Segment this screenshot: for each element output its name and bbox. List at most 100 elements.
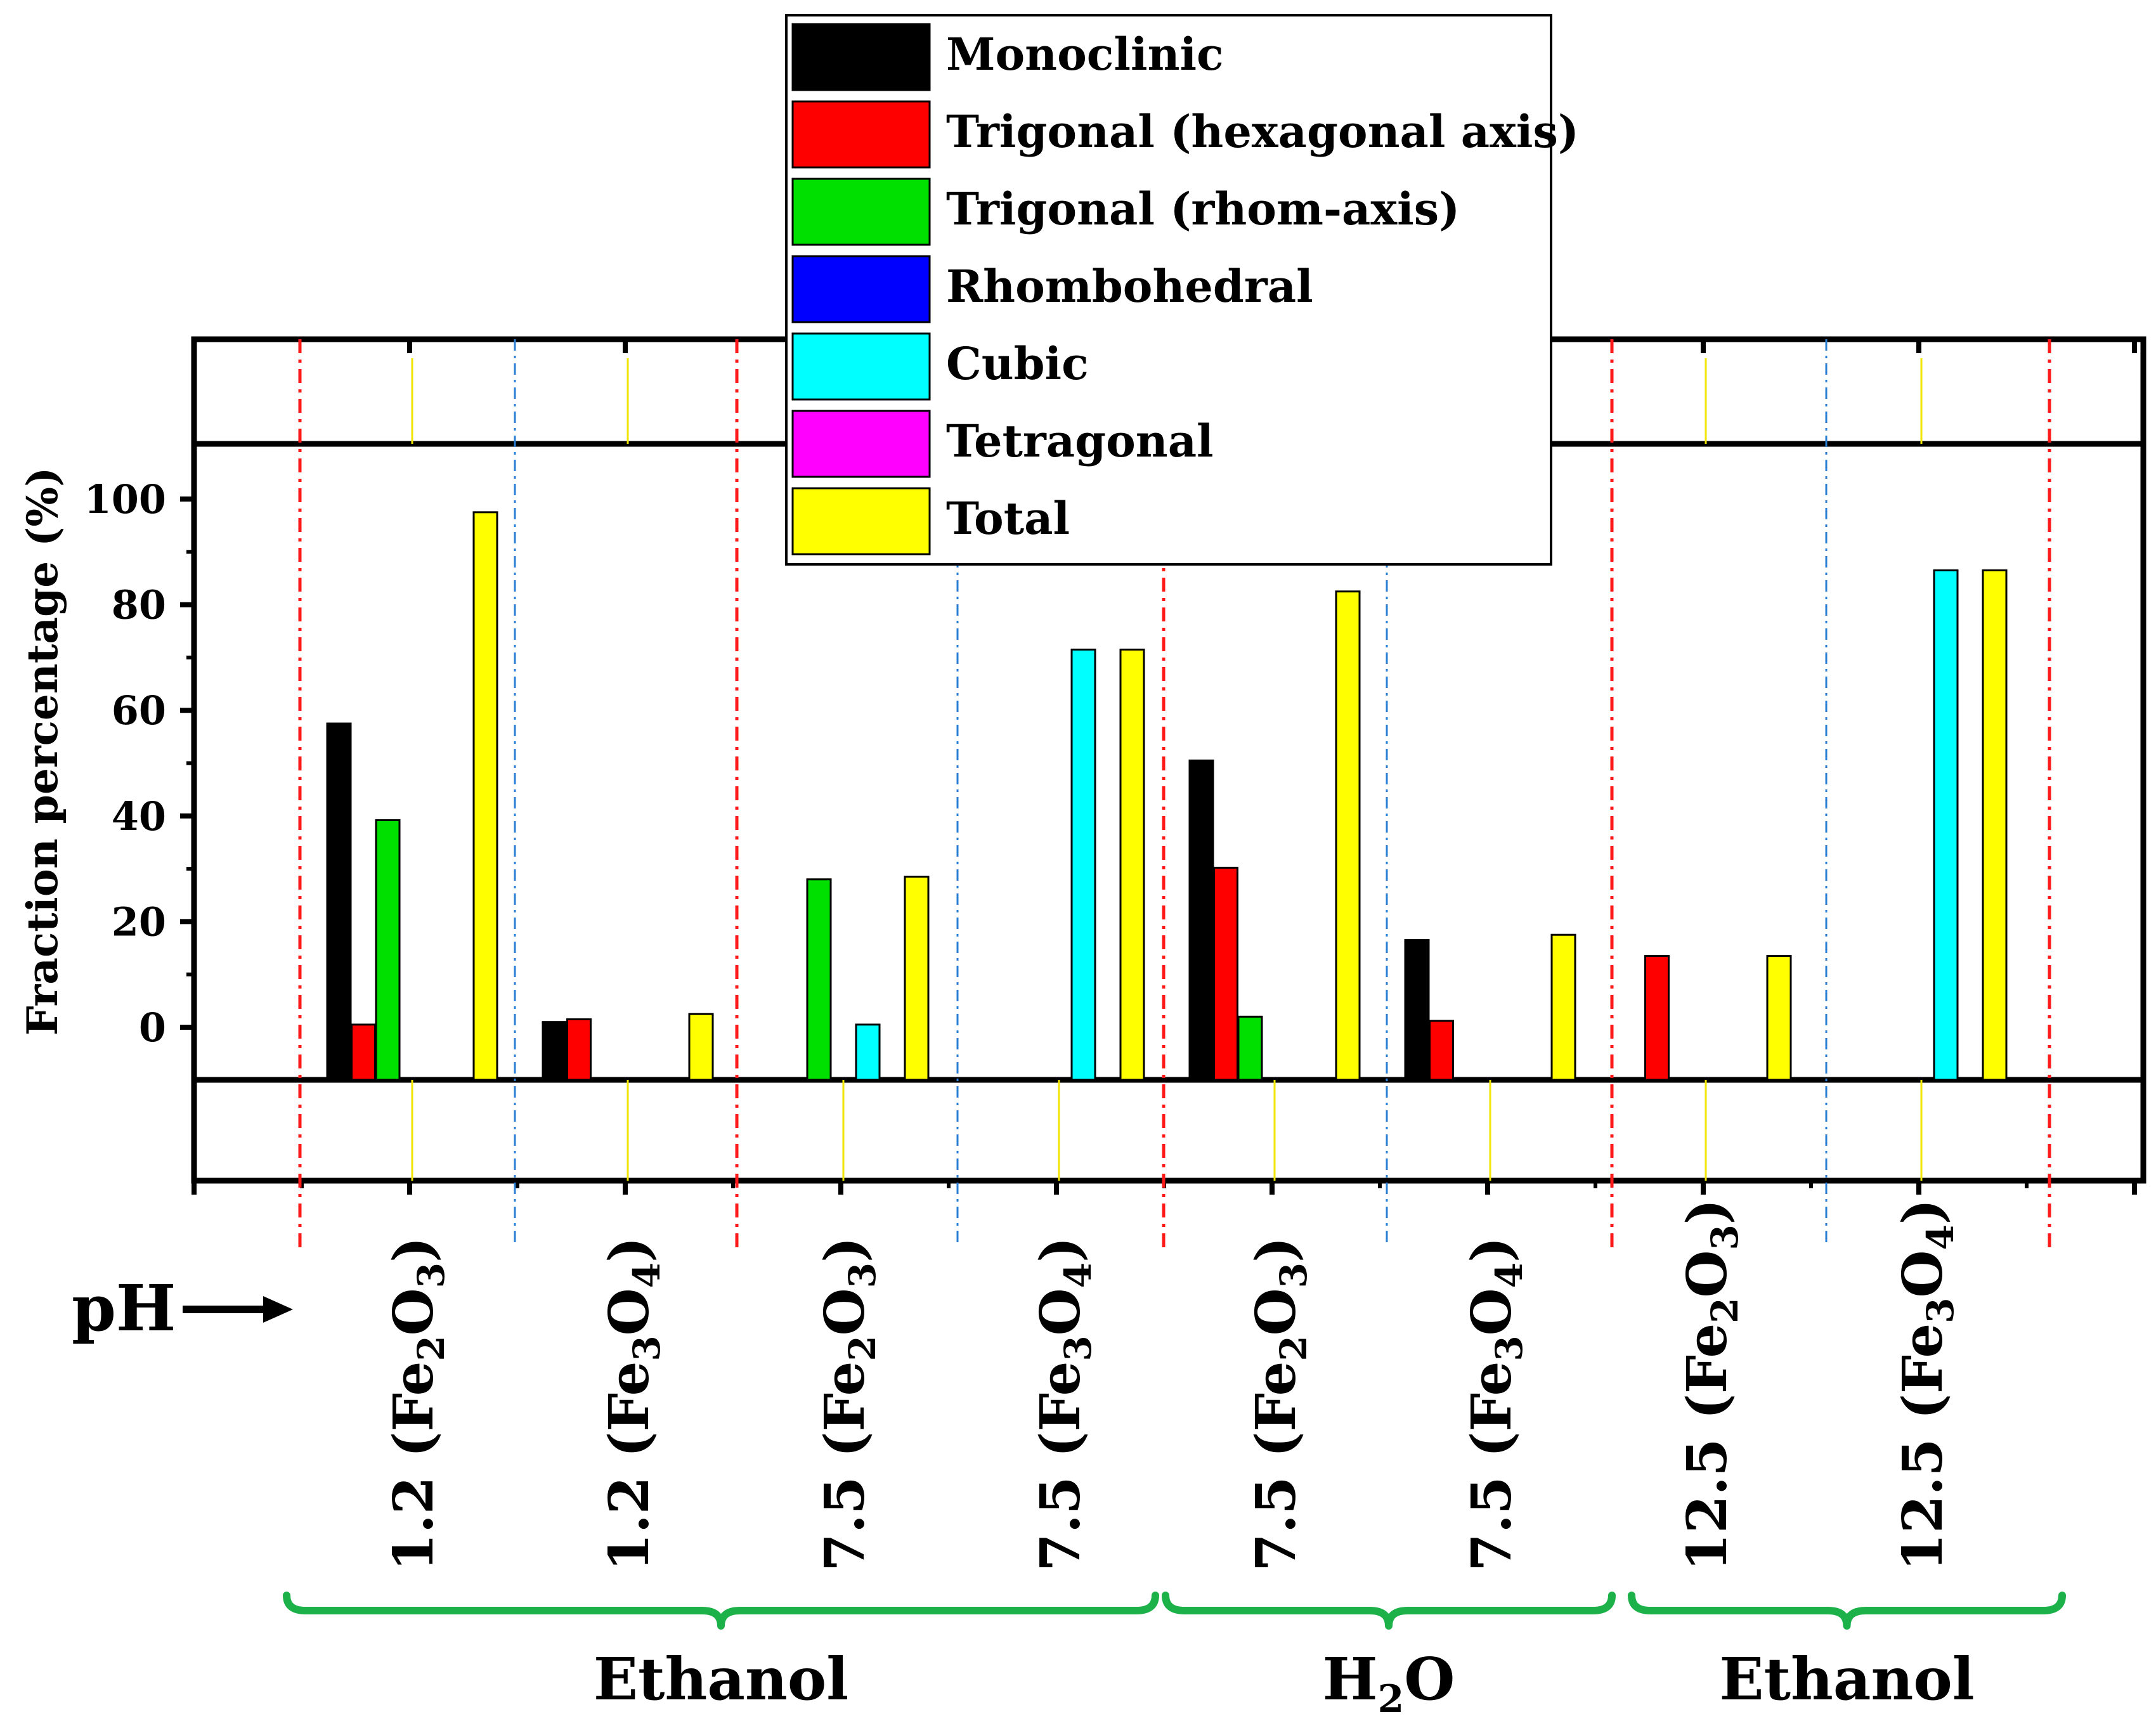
x-label-formula: Fe [1675, 1323, 1739, 1394]
x-label-formula: O [597, 1288, 661, 1335]
x-label-ph: 1.2 ( [597, 1432, 661, 1571]
x-label-subscript: 3 [1703, 1224, 1746, 1250]
x-label-subscript: 3 [841, 1262, 884, 1288]
x-label-formula: Fe [1460, 1361, 1524, 1432]
group-brace [1628, 1592, 2066, 1630]
y-tick-label: 60 [112, 687, 166, 734]
x-label-ph: 12.5 ( [1891, 1394, 1955, 1571]
bar-total-6 [1766, 955, 1792, 1081]
x-label-close: ) [1675, 1198, 1739, 1224]
group-label-subscript: 2 [1378, 1677, 1405, 1722]
legend-swatch [791, 332, 931, 401]
y-tick-label: 20 [112, 899, 166, 945]
y-axis: 0 20 40 60 80 100 Fraction percentage (%) [18, 467, 194, 1051]
bar-trigonal-hexagonal-axis--4 [1213, 866, 1238, 1081]
group-braces: Ethanol H2O Ethanol [283, 1592, 2066, 1722]
bar-total-7 [1982, 569, 2008, 1081]
x-label-formula: O [382, 1288, 446, 1335]
bar-trigonal-hexagonal-axis--0 [351, 1023, 376, 1081]
bar-trigonal-rhom-axis--2 [806, 878, 832, 1081]
bar-trigonal-hexagonal-axis--6 [1644, 955, 1670, 1081]
x-label-close: ) [1891, 1198, 1955, 1224]
legend-label: Rhombohedral [946, 260, 1313, 313]
legend-swatch [791, 23, 931, 91]
group-label-text: O [1404, 1645, 1455, 1713]
bar-monoclinic-1 [542, 1021, 568, 1081]
x-tick-label: 1.2 (Fe2O3) [382, 1236, 453, 1571]
legend-label: Monoclinic [946, 28, 1224, 81]
x-label-subscript: 4 [1056, 1262, 1100, 1288]
bar-total-4 [1335, 590, 1361, 1081]
x-label-ph: 12.5 ( [1675, 1394, 1739, 1571]
bar-trigonal-rhom-axis--0 [375, 819, 401, 1081]
x-label-close: ) [1244, 1236, 1308, 1262]
legend-label: Trigonal (rhom-axis) [946, 183, 1460, 235]
legend-label: Tetragonal [946, 415, 1214, 467]
group-brace [283, 1592, 1159, 1630]
bar-cubic-2 [855, 1023, 881, 1081]
x-label-subscript: 3 [1919, 1297, 1962, 1323]
x-label-ph: 1.2 ( [382, 1432, 446, 1571]
x-label-subscript: 2 [1703, 1297, 1746, 1323]
bar-total-1 [688, 1013, 714, 1081]
x-label-subscript: 2 [1272, 1335, 1315, 1361]
x-label-formula: O [1460, 1288, 1524, 1335]
bar-trigonal-hexagonal-axis--1 [566, 1018, 592, 1081]
legend-swatch [791, 178, 931, 246]
y-tick-label: 40 [112, 793, 166, 840]
x-label-formula: O [1244, 1288, 1308, 1335]
x-label-formula: O [1891, 1250, 1955, 1298]
x-label-close: ) [1029, 1236, 1093, 1262]
x-label-close: ) [813, 1236, 877, 1262]
legend-swatch [791, 255, 931, 323]
x-label-subscript: 2 [841, 1335, 884, 1361]
x-label-ph: 7.5 ( [1244, 1432, 1308, 1571]
bar-monoclinic-5 [1404, 939, 1430, 1081]
x-tick-label: 7.5 (Fe3O4) [1460, 1236, 1531, 1571]
x-tick-label: 1.2 (Fe3O4) [597, 1236, 668, 1571]
x-tick-label: 7.5 (Fe2O3) [1244, 1236, 1315, 1571]
x-label-formula: O [1029, 1288, 1093, 1335]
ph-label: pH [72, 1271, 176, 1346]
x-label-formula: Fe [1029, 1361, 1093, 1432]
legend: Monoclinic Trigonal (hexagonal axis) Trigo… [785, 14, 1579, 566]
group-label: Ethanol [594, 1645, 848, 1713]
ph-arrow-head [263, 1296, 293, 1323]
x-label-formula: Fe [1244, 1361, 1308, 1432]
x-label-subscript: 3 [625, 1335, 668, 1361]
x-label-ph: 7.5 ( [1460, 1432, 1524, 1571]
x-label-subscript: 3 [1272, 1262, 1315, 1288]
bar-total-0 [472, 511, 498, 1081]
legend-label: Cubic [946, 337, 1089, 390]
x-label-formula: O [813, 1288, 877, 1335]
group-label-text: H [1323, 1645, 1378, 1713]
bar-total-2 [904, 876, 930, 1081]
legend-swatch [791, 410, 931, 478]
x-label-formula: Fe [813, 1361, 877, 1432]
x-label-close: ) [382, 1236, 446, 1262]
x-label-ph: 7.5 ( [1029, 1432, 1093, 1571]
legend-swatch [791, 100, 931, 169]
x-label-formula: Fe [1891, 1323, 1955, 1394]
group-label: H2O [1323, 1645, 1455, 1722]
x-label-subscript: 3 [1056, 1335, 1100, 1361]
bar-trigonal-hexagonal-axis--5 [1429, 1020, 1454, 1081]
bars [326, 511, 2008, 1081]
x-tick-label: 12.5 (Fe3O4) [1891, 1198, 1962, 1571]
x-label-ph: 7.5 ( [813, 1432, 877, 1571]
y-tick-label: 100 [84, 476, 166, 522]
bar-monoclinic-0 [326, 722, 352, 1081]
x-label-formula: Fe [382, 1361, 446, 1432]
x-label-formula: O [1675, 1250, 1739, 1298]
x-label-subscript: 3 [410, 1262, 453, 1288]
group-label-text: Ethanol [1719, 1645, 1974, 1713]
group-label: Ethanol [1719, 1645, 1974, 1713]
x-label-subscript: 4 [1919, 1224, 1962, 1250]
x-label-subscript: 2 [410, 1335, 453, 1361]
x-label-subscript: 3 [1488, 1335, 1531, 1361]
x-label-subscript: 4 [625, 1262, 668, 1288]
x-label-subscript: 4 [1488, 1262, 1531, 1288]
bar-cubic-3 [1070, 648, 1096, 1081]
legend-label: Total [946, 492, 1070, 545]
